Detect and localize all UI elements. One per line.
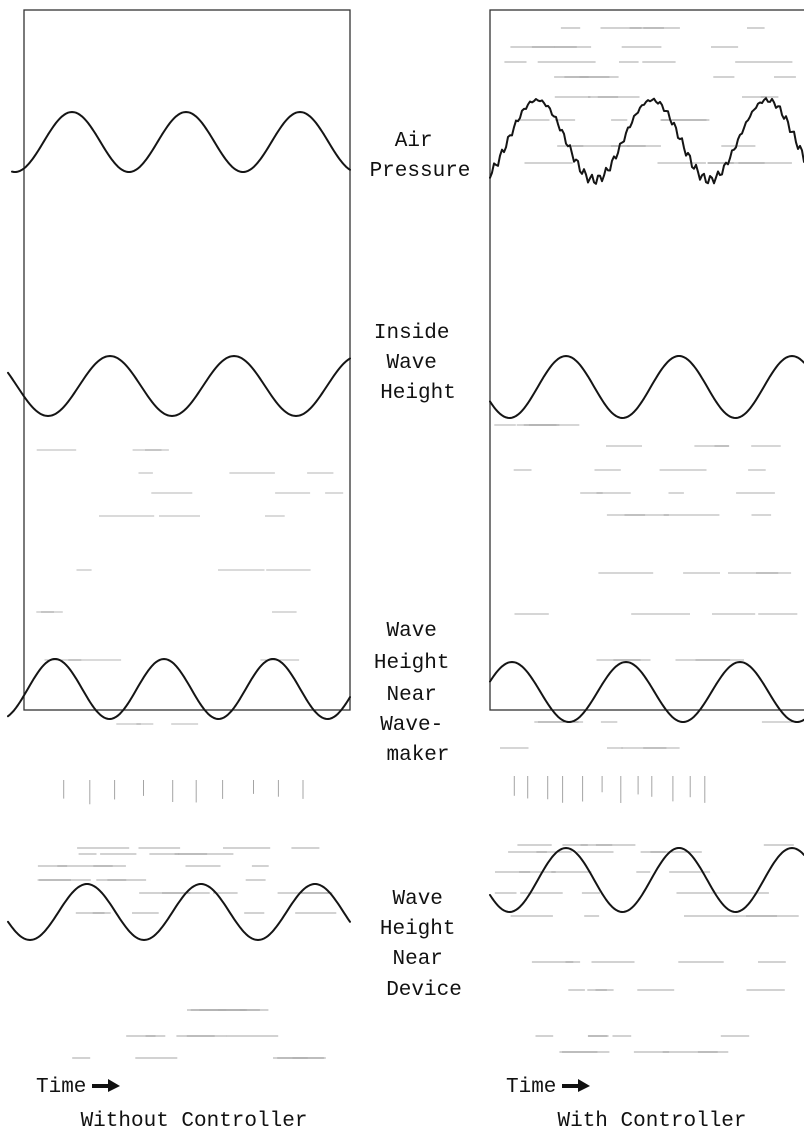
trace-air-pressure-with: [489, 97, 804, 185]
caption-with-controller: With Controller: [557, 1110, 746, 1133]
waveform-traces: [7, 97, 804, 941]
trace-wave-height-wavemaker-without: [7, 658, 351, 720]
panel-frame-with-controller: [489, 9, 804, 711]
row-label-wave-height-near-wavemaker: Wave Height Near Wave- maker: [374, 620, 462, 767]
caption-without-controller: Without Controller: [81, 1110, 308, 1133]
trace-inside-wave-height-with: [489, 355, 804, 419]
time-label-without-controller: Time: [36, 1076, 86, 1099]
trace-wave-height-device-with: [489, 847, 804, 913]
trace-inside-wave-height-without: [7, 355, 351, 417]
trace-air-pressure-without: [11, 111, 351, 173]
row-label-wave-height-near-device: Wave Height Near Device: [380, 888, 468, 1002]
trace-wave-height-wavemaker-with: [489, 661, 804, 723]
row-label-inside-wave-height: Inside Wave Height: [374, 322, 462, 405]
trace-wave-height-device-without: [7, 883, 351, 941]
time-arrow-icon-without-controller: [92, 1079, 120, 1092]
time-arrow-icon-with-controller: [562, 1079, 590, 1092]
time-label-with-controller: Time: [506, 1076, 556, 1099]
row-label-air-pressure: Air Pressure: [370, 130, 471, 183]
chart-paper-grid: [36, 27, 799, 1059]
panel-frame-without-controller: [23, 9, 351, 711]
